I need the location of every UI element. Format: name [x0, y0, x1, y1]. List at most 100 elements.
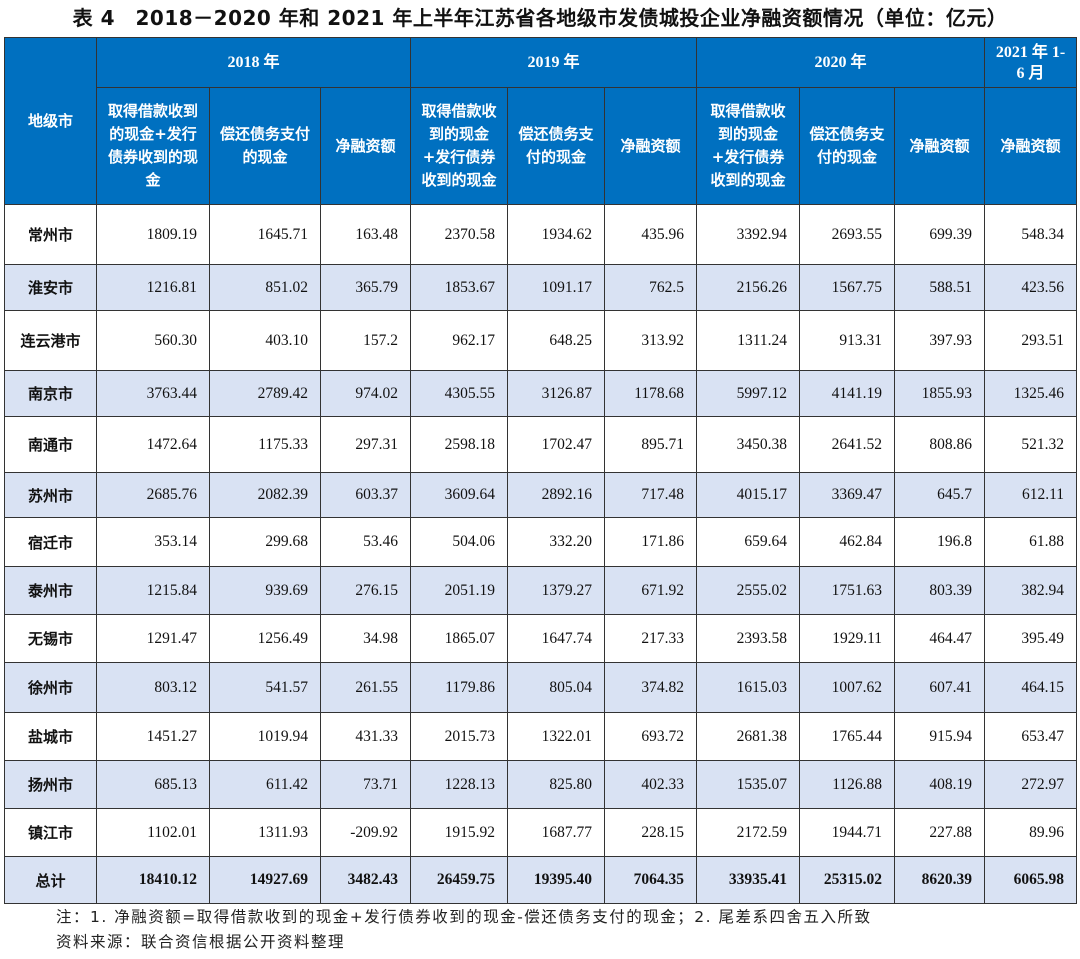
value-cell: 1472.64 — [96, 416, 210, 473]
header-2018-repay: 偿还债务支付的现金 — [209, 87, 321, 205]
table-row: 南通市 1472.64 1175.33 297.31 2598.18 1702.47 895… — [4, 416, 1078, 473]
value-cell: 26459.75 — [410, 856, 509, 904]
value-cell: 1175.33 — [209, 416, 321, 473]
value-cell: 1915.92 — [410, 808, 509, 857]
value-cell: 33935.41 — [696, 856, 801, 904]
value-cell: 423.56 — [984, 264, 1078, 311]
value-cell: 25315.02 — [799, 856, 896, 904]
value-cell: 228.15 — [604, 808, 698, 857]
value-cell: 825.80 — [507, 760, 606, 809]
value-cell: 2641.52 — [799, 416, 896, 473]
footnote: 注：1. 净融资额=取得借款收到的现金+发行债券收到的现金-偿还债务支付的现金；… — [56, 908, 872, 926]
city-cell: 常州市 — [4, 204, 97, 265]
header-2020-inflow: 取得借款收到的现金+发行债券收到的现金 — [696, 87, 801, 205]
value-cell: 653.47 — [984, 712, 1078, 761]
table-row: 南京市 3763.44 2789.42 974.02 4305.55 3126.87 117… — [4, 370, 1078, 417]
header-year-2019: 2019 年 — [410, 37, 698, 88]
value-cell: 803.12 — [96, 662, 210, 713]
value-cell: 2393.58 — [696, 614, 801, 663]
value-cell: 1647.74 — [507, 614, 606, 663]
value-cell: 974.02 — [319, 370, 412, 417]
value-cell: 541.57 — [209, 662, 321, 713]
header-2021-net: 净融资额 — [984, 87, 1078, 205]
value-cell: 1178.68 — [604, 370, 698, 417]
value-cell: 1944.71 — [799, 808, 896, 857]
city-cell: 宿迁市 — [4, 517, 97, 567]
value-cell: 851.02 — [209, 264, 321, 311]
table-row: 扬州市 685.13 611.42 73.71 1228.13 825.80 402.33 1… — [4, 760, 1078, 809]
value-cell: 1311.93 — [209, 808, 321, 857]
value-cell: 1702.47 — [507, 416, 606, 473]
value-cell: 560.30 — [96, 310, 210, 371]
value-cell: 2598.18 — [410, 416, 509, 473]
value-cell: 808.86 — [894, 416, 986, 473]
value-cell: 3392.94 — [696, 204, 801, 265]
table-row: 盐城市 1451.27 1019.94 431.33 2015.73 1322.01 693… — [4, 712, 1078, 761]
value-cell: 1751.63 — [799, 566, 896, 615]
source-note: 资料来源：联合资信根据公开资料整理 — [56, 933, 346, 951]
value-cell: 297.31 — [319, 416, 412, 473]
value-cell: 648.25 — [507, 310, 606, 371]
value-cell: 1311.24 — [696, 310, 801, 371]
value-cell: 299.68 — [209, 517, 321, 567]
value-cell: 939.69 — [209, 566, 321, 615]
city-cell: 无锡市 — [4, 614, 97, 663]
city-cell: 南通市 — [4, 416, 97, 473]
value-cell: 2082.39 — [209, 472, 321, 518]
table-row: 宿迁市 353.14 299.68 53.46 504.06 332.20 171.86 65… — [4, 517, 1078, 567]
value-cell: 1091.17 — [507, 264, 606, 311]
value-cell: 2892.16 — [507, 472, 606, 518]
value-cell: 504.06 — [410, 517, 509, 567]
value-cell: 915.94 — [894, 712, 986, 761]
value-cell: 53.46 — [319, 517, 412, 567]
value-cell: 1809.19 — [96, 204, 210, 265]
value-cell: 962.17 — [410, 310, 509, 371]
value-cell: 313.92 — [604, 310, 698, 371]
value-cell: 397.93 — [894, 310, 986, 371]
value-cell: 1379.27 — [507, 566, 606, 615]
value-cell: 611.42 — [209, 760, 321, 809]
value-cell: 464.47 — [894, 614, 986, 663]
city-cell: 扬州市 — [4, 760, 97, 809]
value-cell: 272.97 — [984, 760, 1078, 809]
value-cell: 4015.17 — [696, 472, 801, 518]
table-title: 表 4 2018－2020 年和 2021 年上半年江苏省各地级市发债城投企业净… — [72, 6, 1008, 30]
value-cell: 382.94 — [984, 566, 1078, 615]
header-year-2021h1: 2021 年 1-6 月 — [984, 37, 1078, 88]
value-cell: 1291.47 — [96, 614, 210, 663]
value-cell: 1451.27 — [96, 712, 210, 761]
value-cell: 1216.81 — [96, 264, 210, 311]
value-cell: 1535.07 — [696, 760, 801, 809]
notes: 注：1. 净融资额=取得借款收到的现金+发行债券收到的现金-偿还债务支付的现金；… — [56, 905, 872, 955]
table-row: 常州市 1809.19 1645.71 163.48 2370.58 1934.62 435… — [4, 204, 1078, 265]
value-cell: 2370.58 — [410, 204, 509, 265]
value-cell: 276.15 — [319, 566, 412, 615]
city-cell: 连云港市 — [4, 310, 97, 371]
value-cell: 2555.02 — [696, 566, 801, 615]
value-cell: 521.32 — [984, 416, 1078, 473]
value-cell: 171.86 — [604, 517, 698, 567]
value-cell: 1853.67 — [410, 264, 509, 311]
header-year-2020: 2020 年 — [696, 37, 986, 88]
value-cell: 685.13 — [96, 760, 210, 809]
table-row: 连云港市 560.30 403.10 157.2 962.17 648.25 313.92 1… — [4, 310, 1078, 371]
value-cell: 2051.19 — [410, 566, 509, 615]
value-cell: 1325.46 — [984, 370, 1078, 417]
value-cell: 374.82 — [604, 662, 698, 713]
value-cell: 895.71 — [604, 416, 698, 473]
value-cell: 671.92 — [604, 566, 698, 615]
value-cell: 4305.55 — [410, 370, 509, 417]
value-cell: 1687.77 — [507, 808, 606, 857]
value-cell: 588.51 — [894, 264, 986, 311]
value-cell: 365.79 — [319, 264, 412, 311]
value-cell: 163.48 — [319, 204, 412, 265]
value-cell: 2685.76 — [96, 472, 210, 518]
value-cell: 693.72 — [604, 712, 698, 761]
value-cell: 395.49 — [984, 614, 1078, 663]
value-cell: 1855.93 — [894, 370, 986, 417]
value-cell: 402.33 — [604, 760, 698, 809]
header-2018-inflow: 取得借款收到的现金+发行债券收到的现金 — [96, 87, 210, 205]
city-cell: 淮安市 — [4, 264, 97, 311]
value-cell: 2156.26 — [696, 264, 801, 311]
value-cell: 1215.84 — [96, 566, 210, 615]
